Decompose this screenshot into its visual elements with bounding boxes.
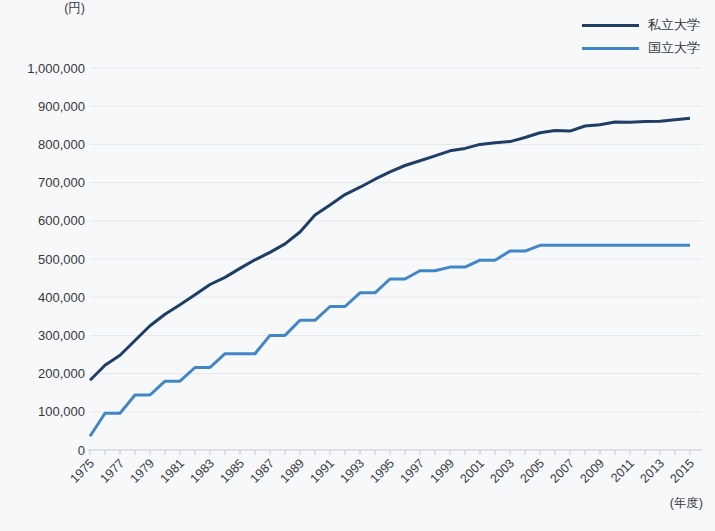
y-axis-tick-label: 700,000 bbox=[38, 175, 85, 190]
x-axis-tick-label: 2001 bbox=[458, 456, 488, 486]
x-axis-tick-label: 1985 bbox=[218, 456, 248, 486]
y-axis-tick-label: 500,000 bbox=[38, 252, 85, 267]
x-axis-tick-label: 2009 bbox=[578, 456, 608, 486]
y-axis-unit-label: (円) bbox=[0, 0, 85, 17]
y-axis-tick-label: 800,000 bbox=[38, 137, 85, 152]
x-axis-tick-label: 1991 bbox=[308, 456, 338, 486]
y-axis-tick-label: 0 bbox=[78, 443, 85, 458]
legend: 私立大学国立大学 bbox=[582, 17, 700, 56]
x-axis-tick-label: 1987 bbox=[248, 456, 278, 486]
tuition-line-chart: 0 100,000 200,000 300,000 400,000 500,000 600,… bbox=[0, 0, 715, 531]
legend-label: 国立大学 bbox=[648, 40, 700, 56]
series-line-0 bbox=[90, 118, 690, 380]
x-axis-tick-label: 2015 bbox=[668, 456, 698, 486]
legend-line-swatch bbox=[582, 24, 639, 27]
y-axis-tick-label: 200,000 bbox=[38, 366, 85, 381]
legend-item: 私立大学 bbox=[582, 17, 700, 33]
y-axis-tick-label: 100,000 bbox=[38, 404, 85, 419]
x-axis-unit-label: (年度) bbox=[670, 495, 703, 512]
x-axis-tick-label: 1977 bbox=[98, 456, 128, 486]
legend-item: 国立大学 bbox=[582, 40, 700, 56]
x-axis-tick-label: 2007 bbox=[548, 456, 578, 486]
chart-canvas: 0 100,000 200,000 300,000 400,000 500,000 600,… bbox=[0, 0, 715, 531]
y-axis-tick-label: 400,000 bbox=[38, 290, 85, 305]
legend-line-swatch bbox=[582, 47, 639, 50]
x-axis-tick-label: 1983 bbox=[188, 456, 218, 486]
x-axis-tick-label: 1981 bbox=[158, 456, 188, 486]
x-axis-tick-label: 1979 bbox=[128, 456, 158, 486]
y-axis-tick-label: 600,000 bbox=[38, 213, 85, 228]
x-axis-tick-label: 1993 bbox=[338, 456, 368, 486]
legend-label: 私立大学 bbox=[648, 17, 700, 33]
x-axis-tick-label: 2013 bbox=[638, 456, 668, 486]
x-axis-tick-label: 1999 bbox=[428, 456, 458, 486]
x-axis-tick-label: 2011 bbox=[608, 456, 637, 485]
x-axis-tick-label: 2003 bbox=[488, 456, 518, 486]
y-axis-tick-label: 900,000 bbox=[38, 99, 85, 114]
x-axis-tick-label: 1995 bbox=[368, 456, 398, 486]
x-axis-tick-label: 1989 bbox=[278, 456, 308, 486]
y-axis-tick-label: 1,000,000 bbox=[27, 61, 85, 76]
y-axis-tick-label: 300,000 bbox=[38, 328, 85, 343]
x-axis-tick-label: 1975 bbox=[68, 456, 98, 486]
x-axis-tick-label: 2005 bbox=[518, 456, 548, 486]
series-line-1 bbox=[90, 245, 690, 436]
x-axis-tick-label: 1997 bbox=[398, 456, 428, 486]
